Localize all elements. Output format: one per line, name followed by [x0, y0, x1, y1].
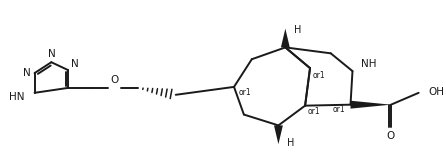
Text: H: H [294, 25, 301, 35]
Text: N: N [49, 49, 56, 59]
Text: N: N [71, 59, 79, 69]
Text: or1: or1 [308, 107, 321, 116]
Polygon shape [351, 101, 391, 109]
Text: H: H [287, 138, 295, 148]
Text: N: N [23, 68, 30, 78]
Text: NH: NH [360, 59, 376, 69]
Text: or1: or1 [239, 88, 252, 97]
Text: or1: or1 [313, 71, 326, 79]
Text: O: O [387, 131, 395, 141]
Text: OH: OH [429, 87, 445, 97]
Text: or1: or1 [333, 105, 345, 114]
Polygon shape [274, 125, 283, 144]
Polygon shape [281, 29, 290, 47]
Text: O: O [111, 75, 119, 85]
Text: HN: HN [9, 92, 25, 102]
